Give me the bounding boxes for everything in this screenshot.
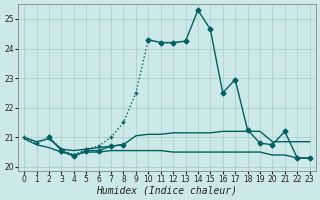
X-axis label: Humidex (Indice chaleur): Humidex (Indice chaleur) [96, 186, 237, 196]
